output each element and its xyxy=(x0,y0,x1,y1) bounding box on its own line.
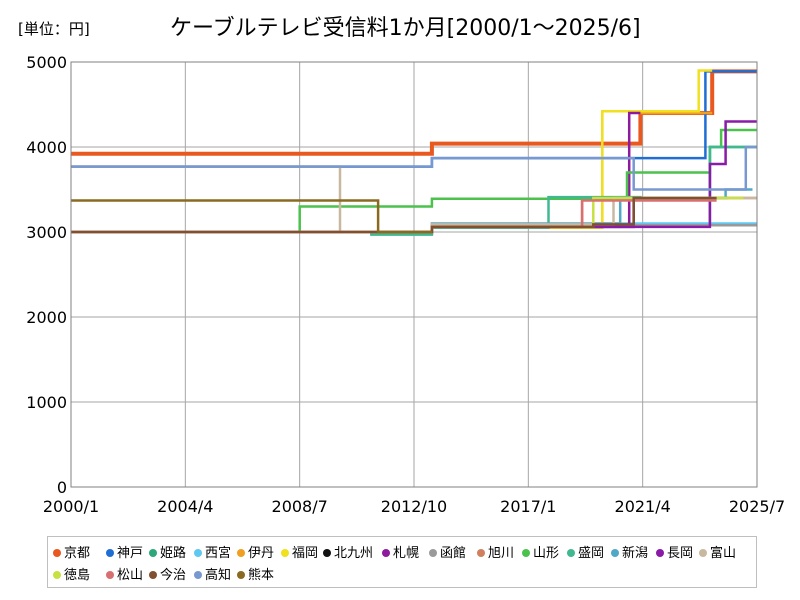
x-tick-label: 2021/4 xyxy=(615,497,671,516)
legend-label: 札幌 xyxy=(393,546,420,561)
y-tick-label: 1000 xyxy=(26,393,67,412)
series-line-11 xyxy=(71,128,757,234)
legend-marker-icon xyxy=(149,571,157,579)
legend-item: 熊本 xyxy=(237,564,274,583)
y-tick-label: 4000 xyxy=(26,138,67,157)
legend-item: 西宮 xyxy=(194,542,231,561)
legend-item: 旭川 xyxy=(477,542,514,561)
legend-marker-icon xyxy=(53,549,61,557)
legend: 京都 神戸 姫路 西宮 伊丹 福岡 北九州 札幌 函館 旭川 山形 盛岡 新潟 長岡 富山徳島 松山 今治 高知 熊… xyxy=(47,536,757,588)
chart-grid xyxy=(70,61,758,488)
x-tick-label: 2025/7 xyxy=(729,497,785,516)
tick-labels: 0 1000 2000 3000 4000 5000 2000/1 2004/4 2008/7 2… xyxy=(26,53,785,516)
x-tick-label: 2017/1 xyxy=(500,497,556,516)
legend-item: 盛岡 xyxy=(567,542,604,561)
legend-item: 北九州 xyxy=(323,542,373,561)
legend-label: 京都 xyxy=(64,546,91,561)
legend-marker-icon xyxy=(382,549,390,557)
x-tick-label: 2008/7 xyxy=(272,497,328,516)
legend-label: 北九州 xyxy=(334,546,374,561)
legend-marker-icon xyxy=(477,549,485,557)
legend-item: 札幌 xyxy=(382,542,419,561)
legend-item: 福岡 xyxy=(281,542,318,561)
legend-label: 山形 xyxy=(533,546,560,561)
series-layer xyxy=(71,69,757,236)
x-tick-label: 2000/1 xyxy=(43,497,99,516)
legend-item: 徳島 xyxy=(53,564,90,583)
legend-marker-icon xyxy=(429,549,437,557)
legend-item: 今治 xyxy=(149,564,186,583)
legend-marker-icon xyxy=(53,571,61,579)
legend-item: 伊丹 xyxy=(237,542,274,561)
legend-marker-icon xyxy=(611,549,619,557)
y-tick-label: 5000 xyxy=(26,53,67,72)
legend-label: 神戸 xyxy=(117,546,144,561)
plot-frame xyxy=(70,61,758,488)
series-line-1 xyxy=(71,69,757,156)
legend-marker-icon xyxy=(194,549,202,557)
legend-item: 新潟 xyxy=(611,542,648,561)
legend-label: 伊丹 xyxy=(248,546,275,561)
y-tick-label: 2000 xyxy=(26,308,67,327)
legend-label: 今治 xyxy=(160,568,187,583)
legend-marker-icon xyxy=(149,549,157,557)
chart-title: ケーブルテレビ受信料1か月[2000/1～2025/6] xyxy=(170,16,641,41)
legend-label: 姫路 xyxy=(160,546,187,561)
legend-label: 長岡 xyxy=(667,546,694,561)
legend-item: 京都 xyxy=(53,542,90,561)
legend-label: 盛岡 xyxy=(578,546,605,561)
series-line-19 xyxy=(71,145,757,191)
legend-label: 熊本 xyxy=(248,568,275,583)
legend-label: 富山 xyxy=(710,546,737,561)
legend-marker-icon xyxy=(323,549,331,557)
legend-label: 西宮 xyxy=(205,546,232,561)
x-tick-label: 2012/10 xyxy=(381,497,447,516)
legend-item: 姫路 xyxy=(149,542,186,561)
y-tick-label: 0 xyxy=(57,478,67,497)
legend-marker-icon xyxy=(656,549,664,557)
legend-item: 長岡 xyxy=(656,542,693,561)
legend-marker-icon xyxy=(522,549,530,557)
x-tick-label: 2004/4 xyxy=(157,497,213,516)
series-line-20 xyxy=(71,199,432,234)
legend-marker-icon xyxy=(237,549,245,557)
legend-item: 富山 xyxy=(699,542,736,561)
legend-marker-icon xyxy=(106,549,114,557)
legend-marker-icon xyxy=(567,549,575,557)
legend-label: 徳島 xyxy=(64,568,91,583)
legend-item: 松山 xyxy=(106,564,143,583)
legend-label: 新潟 xyxy=(622,546,649,561)
legend-marker-icon xyxy=(281,549,289,557)
legend-label: 福岡 xyxy=(292,546,319,561)
legend-item: 高知 xyxy=(194,564,231,583)
legend-marker-icon xyxy=(194,571,202,579)
legend-item: 函館 xyxy=(429,542,466,561)
y-tick-label: 3000 xyxy=(26,223,67,242)
unit-label: [単位：円] xyxy=(18,20,90,38)
legend-item: 神戸 xyxy=(106,542,143,561)
legend-marker-icon xyxy=(699,549,707,557)
legend-item: 山形 xyxy=(522,542,559,561)
legend-label: 旭川 xyxy=(488,546,515,561)
legend-label: 函館 xyxy=(440,546,467,561)
legend-label: 高知 xyxy=(205,568,232,583)
legend-marker-icon xyxy=(237,571,245,579)
legend-marker-icon xyxy=(106,571,114,579)
legend-label: 松山 xyxy=(117,568,144,583)
